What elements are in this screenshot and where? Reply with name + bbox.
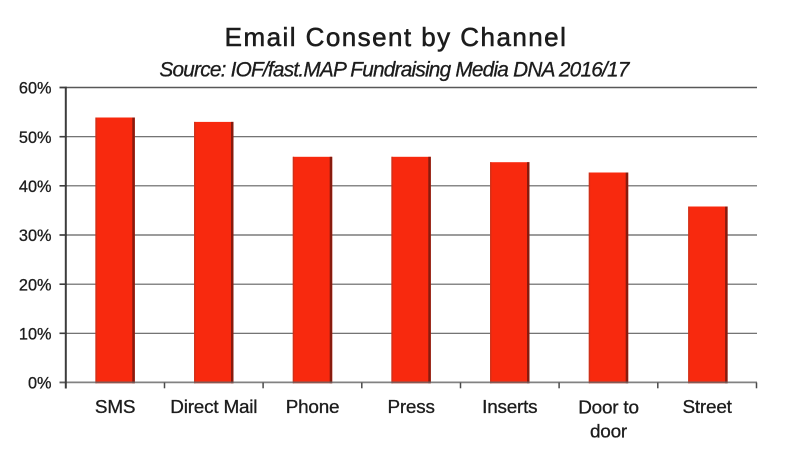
svg-text:20%: 20% — [19, 276, 52, 294]
svg-text:Door to: Door to — [578, 397, 639, 418]
svg-text:Email Consent by Channel: Email Consent by Channel — [225, 22, 568, 52]
svg-text:Phone: Phone — [286, 397, 340, 418]
svg-text:Press: Press — [387, 397, 434, 418]
svg-text:door: door — [590, 421, 627, 442]
svg-text:Direct Mail: Direct Mail — [170, 397, 257, 418]
svg-text:0%: 0% — [28, 375, 52, 393]
svg-text:50%: 50% — [19, 129, 52, 147]
svg-text:30%: 30% — [19, 227, 52, 245]
svg-text:10%: 10% — [19, 325, 52, 343]
svg-text:40%: 40% — [19, 178, 52, 196]
svg-text:Street: Street — [682, 397, 732, 418]
svg-text:Source: IOF/fast.MAP Fundraisi: Source: IOF/fast.MAP Fundraising Media D… — [159, 59, 630, 82]
svg-text:60%: 60% — [19, 80, 52, 98]
svg-text:SMS: SMS — [95, 397, 135, 418]
svg-text:Inserts: Inserts — [482, 397, 537, 418]
